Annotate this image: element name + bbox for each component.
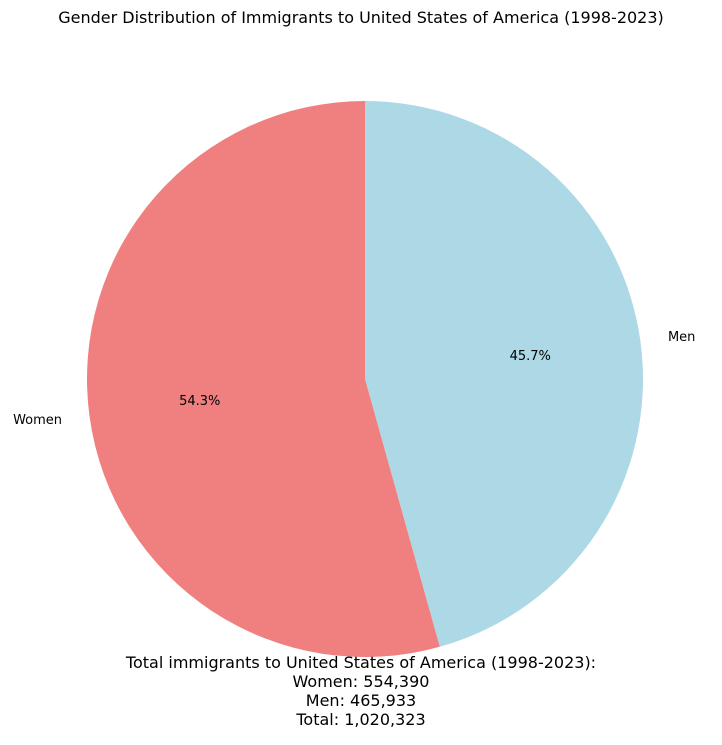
summary-text: Total immigrants to United States of Ame… — [0, 653, 722, 729]
summary-heading: Total immigrants to United States of Ame… — [125, 653, 597, 672]
chart-title: Gender Distribution of Immigrants to Uni… — [58, 8, 664, 27]
pie-slice-women — [87, 101, 440, 657]
pie-slice-men — [365, 101, 643, 647]
summary-total: Total: 1,020,323 — [296, 710, 426, 729]
summary-men: Men: 465,933 — [305, 691, 417, 710]
category-label-men: Men — [668, 330, 695, 345]
summary-women: Women: 554,390 — [292, 672, 430, 691]
percent-label-men: 45.7% — [510, 349, 551, 364]
category-label-women: Women — [13, 413, 62, 428]
percent-label-women: 54.3% — [179, 394, 220, 409]
